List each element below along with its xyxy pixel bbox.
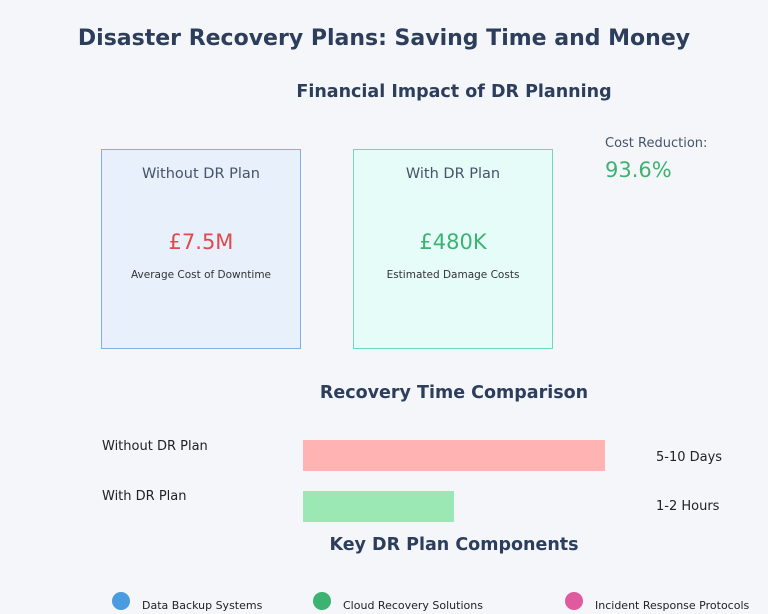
without-dr-card-label: Without DR Plan: [142, 166, 260, 182]
without-dr-card: Without DR Plan £7.5M Average Cost of Do…: [101, 149, 301, 349]
recovery-row-with-value: 1-2 Hours: [656, 499, 720, 514]
recovery-heading: Recovery Time Comparison: [319, 383, 589, 403]
cost-reduction-label: Cost Reduction:: [605, 136, 708, 151]
recovery-bar-without: [303, 440, 605, 471]
component-label: Cloud Recovery Solutions: [343, 599, 483, 612]
without-dr-cost-description: Average Cost of Downtime: [130, 269, 272, 281]
with-dr-card: With DR Plan £480K Estimated Damage Cost…: [353, 149, 553, 349]
cloud-recovery-dot-icon: [313, 592, 331, 610]
component-label: Data Backup Systems: [142, 599, 263, 612]
with-dr-card-label: With DR Plan: [405, 166, 501, 182]
component-label: Incident Response Protocols: [595, 599, 750, 612]
components-heading: Key DR Plan Components: [329, 535, 579, 555]
recovery-row-with-label: With DR Plan: [102, 489, 187, 504]
cost-reduction-value: 93.6%: [605, 158, 672, 182]
without-dr-cost-value: £7.5M: [168, 230, 234, 254]
with-dr-cost-value: £480K: [419, 230, 487, 254]
recovery-row-without-label: Without DR Plan: [102, 439, 208, 454]
financial-heading: Financial Impact of DR Planning: [296, 82, 612, 102]
recovery-row-without-value: 5-10 Days: [656, 450, 723, 465]
recovery-bar-with: [303, 491, 454, 522]
data-backup-dot-icon: [112, 592, 130, 610]
page-title: Disaster Recovery Plans: Saving Time and…: [77, 26, 691, 51]
incident-response-dot-icon: [565, 592, 583, 610]
with-dr-cost-description: Estimated Damage Costs: [386, 269, 520, 281]
